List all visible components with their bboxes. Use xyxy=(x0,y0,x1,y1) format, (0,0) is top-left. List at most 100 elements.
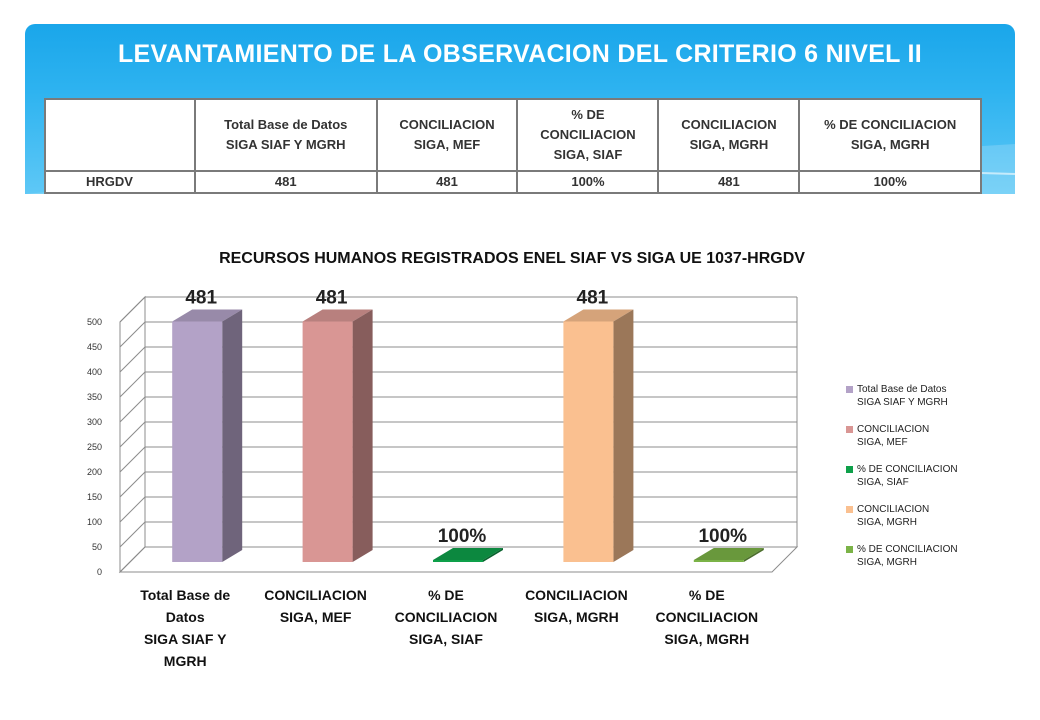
gridline-side xyxy=(119,396,146,423)
data-label: 100% xyxy=(698,526,747,547)
data-label: 481 xyxy=(316,288,348,309)
table-row: HRGDV 481 481 100% 481 100% xyxy=(44,170,982,194)
x-tick-label: SIGA, MEF xyxy=(280,609,352,625)
x-tick-label: CONCILIACION xyxy=(395,609,498,625)
y-tick-label: 300 xyxy=(87,417,102,427)
gridline-side xyxy=(119,346,146,373)
table-cell: 481 xyxy=(657,170,801,194)
bar-0 xyxy=(172,309,243,562)
table-header-text: % DE CONCILIACION xyxy=(824,117,957,132)
gridline-side xyxy=(119,446,146,473)
legend-label: % DE CONCILIACION xyxy=(857,464,958,475)
legend-swatch xyxy=(846,506,853,513)
table-header-text: Total Base de Datos xyxy=(224,117,348,132)
x-tick-label: CONCILIACION xyxy=(525,587,628,603)
x-tick-label: SIGA, MGRH xyxy=(534,609,619,625)
legend-label: SIGA SIAF Y MGRH xyxy=(857,397,948,408)
table-header-cell: % DE CONCILIACION SIGA, SIAF xyxy=(516,98,660,172)
x-tick-label: CONCILIACION xyxy=(264,587,367,603)
bar-front xyxy=(302,321,353,562)
legend-item: CONCILIACION SIGA, MEF xyxy=(846,424,929,448)
summary-table: Total Base de Datos SIGA SIAF Y MGRH CONCI… xyxy=(44,98,982,194)
legend-item: Total Base de Datos SIGA SIAF Y MGRH xyxy=(846,384,948,408)
table-header-cell: % DE CONCILIACION SIGA, MGRH xyxy=(798,98,982,172)
table-header-cell xyxy=(44,98,196,172)
bar-front xyxy=(172,321,223,562)
bar-side xyxy=(483,548,503,562)
table-header-text: CONCILIACION xyxy=(540,127,636,142)
x-tick-label: SIGA, MGRH xyxy=(664,631,749,647)
bar-top xyxy=(302,309,373,322)
gridline-side xyxy=(119,421,146,448)
y-tick-label: 0 xyxy=(97,567,102,577)
x-tick-label: Datos xyxy=(166,609,205,625)
x-tick-label: % DE xyxy=(428,587,464,603)
slide-title: LEVANTAMIENTO DE LA OBSERVACION DEL CRIT… xyxy=(117,40,923,68)
y-tick-label: 400 xyxy=(87,367,102,377)
y-tick-label: 350 xyxy=(87,392,102,402)
legend-label: CONCILIACION xyxy=(857,504,929,515)
legend-item: CONCILIACION SIGA, MGRH xyxy=(846,504,929,528)
table-header-text: SIGA, MEF xyxy=(413,137,481,152)
bar-top xyxy=(693,548,764,560)
data-label: 100% xyxy=(438,526,487,547)
bar-side xyxy=(743,548,764,562)
x-tick-label: SIGA, SIAF xyxy=(409,631,483,647)
x-tick-label: % DE xyxy=(689,587,725,603)
bar-front xyxy=(693,560,744,562)
legend-label: SIGA, MGRH xyxy=(857,517,917,528)
y-tick-label: 450 xyxy=(87,342,102,352)
bar-3 xyxy=(563,309,634,562)
x-tick-label: MGRH xyxy=(164,653,207,669)
table-header-cell: Total Base de Datos SIGA SIAF Y MGRH xyxy=(193,98,378,172)
legend-label: SIGA, SIAF xyxy=(857,477,909,488)
table-header-text: SIGA, SIAF xyxy=(553,147,623,162)
legend-label: % DE CONCILIACION xyxy=(857,544,958,555)
gridline-side xyxy=(119,471,146,498)
bar-top xyxy=(172,309,243,322)
y-tick-label: 150 xyxy=(87,492,102,502)
legend-swatch xyxy=(846,386,853,393)
gridline-side xyxy=(119,521,146,548)
bar-side xyxy=(222,309,243,562)
legend-item: % DE CONCILIACION SIGA, SIAF xyxy=(846,464,958,488)
y-tick-label: 250 xyxy=(87,442,102,452)
legend-label: Total Base de Datos xyxy=(857,384,947,395)
legend-swatch xyxy=(846,466,853,473)
legend-label: CONCILIACION xyxy=(857,424,929,435)
y-tick-label: 200 xyxy=(87,467,102,477)
table-header-cell: CONCILIACION SIGA, MGRH xyxy=(657,98,801,172)
bar-side xyxy=(352,309,373,562)
x-tick-label: CONCILIACION xyxy=(655,609,758,625)
gridline-side xyxy=(119,296,146,323)
table-header-text: SIGA, MGRH xyxy=(850,137,930,152)
gridline-side xyxy=(119,496,146,523)
table-header-cell: CONCILIACION SIGA, MEF xyxy=(375,98,519,172)
table-header-text: CONCILIACION xyxy=(681,117,777,132)
y-tick-label: 100 xyxy=(87,517,102,527)
data-label: 481 xyxy=(185,288,217,309)
x-tick-label: SIGA SIAF Y xyxy=(144,631,227,647)
gridline-side xyxy=(119,371,146,398)
table-header-text: SIGA, MGRH xyxy=(689,137,769,152)
table-cell: HRGDV xyxy=(44,170,196,194)
table-cell: 100% xyxy=(798,170,982,194)
table-cell: 481 xyxy=(193,170,378,194)
gridline-side xyxy=(119,321,146,348)
table-header-text: % DE xyxy=(571,107,605,122)
bar-top xyxy=(433,548,503,560)
gridline-side xyxy=(119,546,146,573)
bar-side xyxy=(613,309,634,562)
table-header-row: Total Base de Datos SIGA SIAF Y MGRH CONCI… xyxy=(44,98,982,172)
bar-front xyxy=(433,560,483,562)
bar-1 xyxy=(302,309,373,562)
legend-item: % DE CONCILIACION SIGA, MGRH xyxy=(846,544,958,568)
y-tick-label: 500 xyxy=(87,317,102,327)
legend-label: SIGA, MEF xyxy=(857,437,908,448)
y-tick-label: 50 xyxy=(92,542,102,552)
bar-front xyxy=(563,321,614,562)
table-header-text: SIGA SIAF Y MGRH xyxy=(225,137,346,152)
bar-top xyxy=(563,309,634,322)
chart-title: RECURSOS HUMANOS REGISTRADOS ENEL SIAF V… xyxy=(219,250,805,267)
legend-swatch xyxy=(846,546,853,553)
